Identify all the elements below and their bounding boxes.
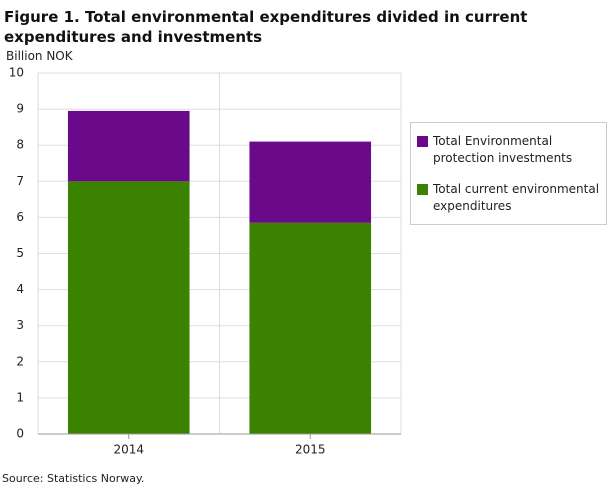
legend-swatch xyxy=(417,184,428,195)
y-tick-label: 1 xyxy=(16,390,24,404)
y-tick-label: 0 xyxy=(16,427,24,441)
y-tick-label: 2 xyxy=(16,354,24,368)
bar-segment xyxy=(249,141,372,223)
bar-segment xyxy=(67,110,190,182)
x-tick-label: 2015 xyxy=(295,443,326,457)
bar-segment xyxy=(67,181,190,434)
legend-item: Total Environmental protection investmen… xyxy=(417,133,602,167)
y-tick-label: 4 xyxy=(16,282,24,296)
y-axis-label: Billion NOK xyxy=(6,49,73,63)
y-tick-label: 10 xyxy=(9,66,24,80)
legend-swatch xyxy=(417,136,428,147)
y-tick-label: 9 xyxy=(16,102,24,116)
legend: Total Environmental protection investmen… xyxy=(410,122,607,225)
y-tick-label: 7 xyxy=(16,174,24,188)
bar-segment xyxy=(249,222,372,434)
y-tick-label: 5 xyxy=(16,246,24,260)
source: Source: Statistics Norway. xyxy=(2,472,145,485)
y-tick-label: 6 xyxy=(16,210,24,224)
legend-label: Total current environmental expenditures xyxy=(433,182,600,213)
legend-item: Total current environmental expenditures xyxy=(417,181,602,215)
y-tick-label: 3 xyxy=(16,318,24,332)
chart-title: Figure 1. Total environmental expenditur… xyxy=(4,8,528,46)
y-tick-label: 8 xyxy=(16,138,24,152)
legend-label: Total Environmental protection investmen… xyxy=(433,134,573,165)
x-tick-label: 2014 xyxy=(113,443,144,457)
